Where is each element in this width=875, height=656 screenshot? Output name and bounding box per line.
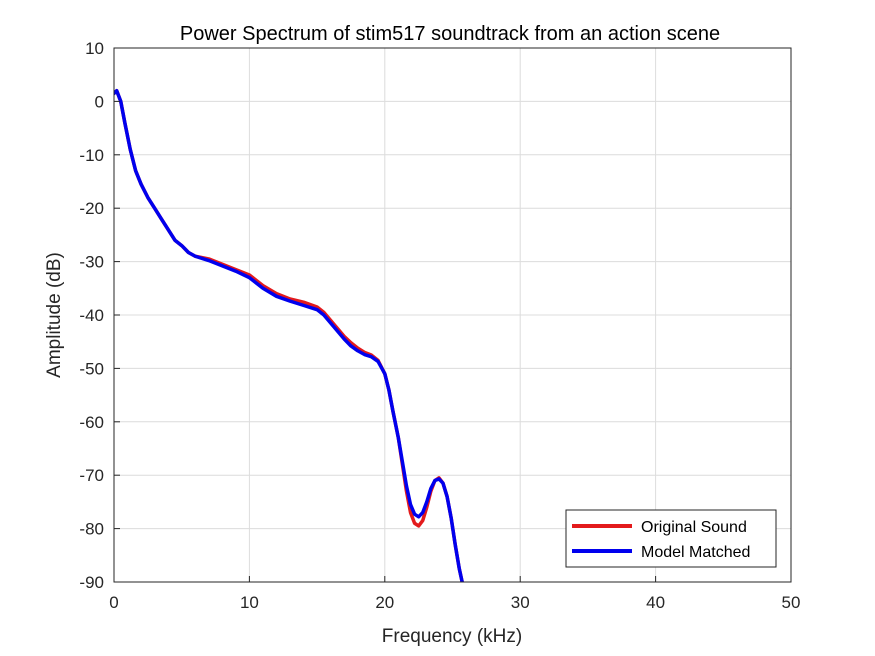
y-tick-label: -10: [79, 146, 104, 165]
data-lines: [114, 88, 464, 582]
legend-label-original-sound: Original Sound: [641, 519, 747, 536]
y-tick-label: 10: [85, 39, 104, 58]
y-tick-label: -20: [79, 199, 104, 218]
x-axis-label: Frequency (kHz): [382, 626, 522, 647]
x-tick-label: 0: [109, 593, 118, 612]
legend-label-model-matched: Model Matched: [641, 544, 750, 561]
y-tick-label: -40: [79, 306, 104, 325]
x-tick-label: 30: [511, 593, 530, 612]
x-tick-label: 50: [782, 593, 801, 612]
y-tick-label: -50: [79, 359, 104, 378]
y-tick-label: -60: [79, 413, 104, 432]
y-tick-label: -90: [79, 573, 104, 592]
legend-box: [565, 509, 777, 568]
series-line-model-matched: [114, 88, 464, 582]
x-tick-label: 10: [240, 593, 259, 612]
x-tick-label: 20: [375, 593, 394, 612]
y-tick-label: -70: [79, 466, 104, 485]
x-tick-label: 40: [646, 593, 665, 612]
legend: Original Sound Model Matched: [565, 509, 777, 568]
y-tick-label: 0: [95, 92, 104, 111]
y-axis-label: Amplitude (dB): [44, 252, 65, 378]
chart-title: Power Spectrum of stim517 soundtrack fro…: [180, 23, 720, 45]
ticks: 0 10 20 30 40 50 10 0 -10 -20 -30 -40 -50 -60 -70 -80 -9…: [79, 39, 800, 612]
y-tick-label: -80: [79, 520, 104, 539]
y-tick-label: -30: [79, 253, 104, 272]
